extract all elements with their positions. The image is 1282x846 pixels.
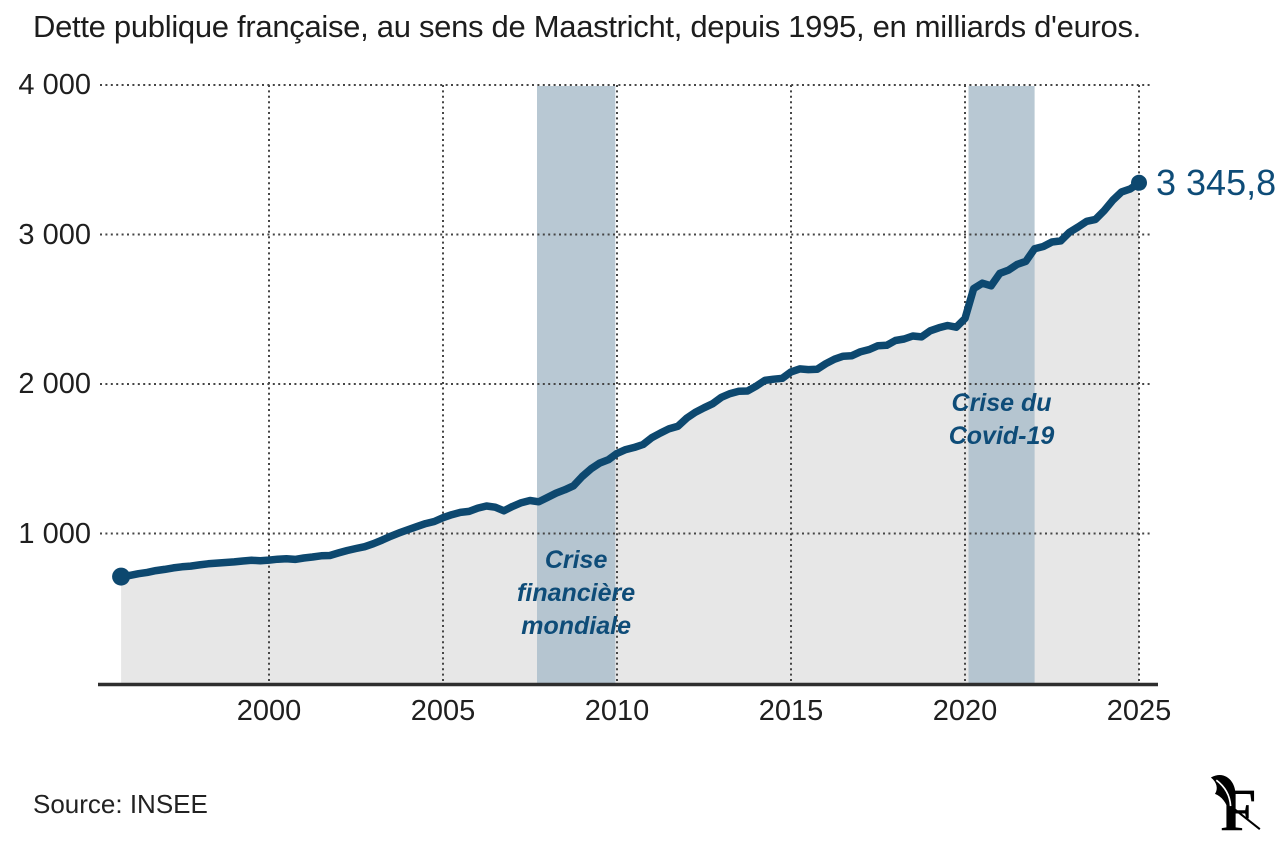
annotation-crisis-label-2: Crise du Covid-19	[842, 387, 1162, 453]
x-tick-label-2005: 2005	[410, 695, 476, 727]
start-dot	[112, 567, 131, 586]
debt-area-fill	[121, 182, 1140, 684]
y-tick-label-3000: 3 000	[18, 218, 91, 251]
quill-stroke	[1233, 807, 1261, 831]
x-tick-label-2020: 2020	[932, 695, 998, 727]
chart-title: Dette publique française, au sens de Maa…	[33, 9, 1141, 44]
end-dot	[1131, 174, 1147, 191]
y-tick-label-4000: 4 000	[18, 69, 91, 101]
x-tick-label-2015: 2015	[758, 695, 824, 727]
annotation-crisis-label-1: Crise financière mondiale	[416, 544, 736, 643]
source-label: Source: INSEE	[33, 789, 208, 819]
x-tick-label-2000: 2000	[236, 695, 302, 727]
annotation-line: Covid-19	[948, 421, 1055, 450]
le-figaro-logo: F	[1200, 768, 1268, 844]
x-tick-label-2010: 2010	[584, 695, 650, 727]
y-tick-label-1000: 1 000	[18, 517, 91, 550]
y-tick-label-2000: 2 000	[18, 368, 91, 400]
annotation-line: financière	[517, 578, 636, 607]
annotation-line: Crise	[544, 545, 608, 574]
annotation-line: Crise du	[951, 388, 1052, 417]
x-tick-label-2025: 2025	[1106, 695, 1172, 727]
last-value-label: 3 345,8	[1156, 161, 1277, 203]
debt-line	[117, 179, 1143, 581]
annotation-line: mondiale	[521, 611, 631, 640]
